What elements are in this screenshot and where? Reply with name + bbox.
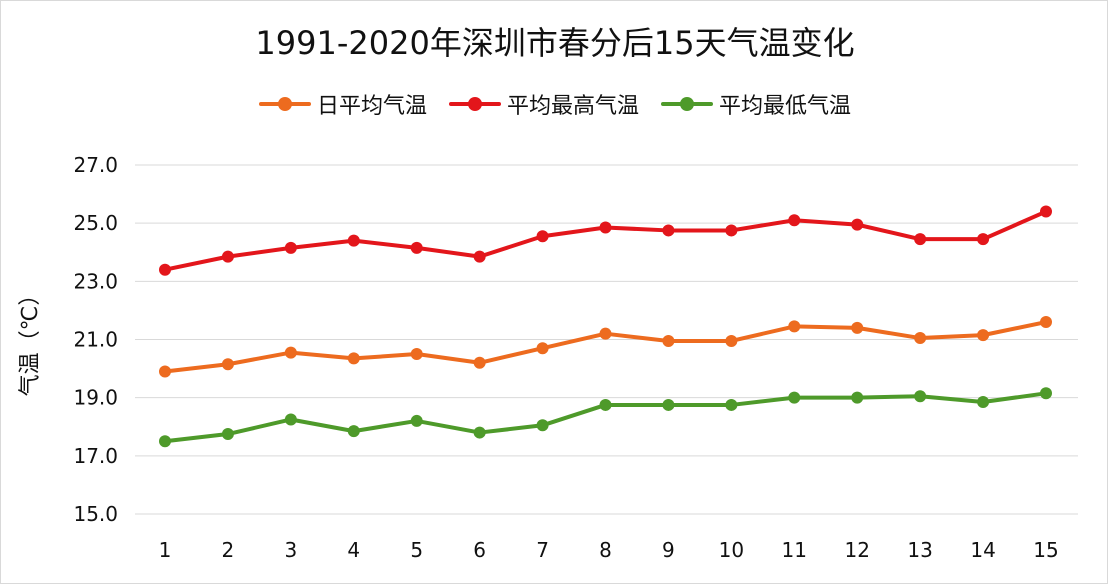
- data-point-0-6: [536, 342, 549, 355]
- y-tick-label: 19.0: [73, 386, 118, 410]
- data-point-0-5: [473, 356, 486, 369]
- x-tick-label: 6: [473, 538, 486, 562]
- data-point-2-11: [851, 391, 864, 404]
- data-point-0-0: [159, 365, 171, 378]
- y-tick-label: 25.0: [73, 211, 118, 235]
- data-point-2-10: [788, 391, 801, 404]
- data-point-1-14: [1040, 205, 1052, 218]
- x-tick-label: 13: [907, 538, 932, 562]
- data-point-0-4: [410, 348, 423, 361]
- data-point-0-3: [347, 352, 360, 365]
- x-tick-labels: 1 2 3 4 5 6 7 8 9 10 11 12 13 14 15: [159, 538, 1059, 562]
- data-point-0-11: [851, 321, 864, 334]
- data-point-0-9: [725, 334, 738, 347]
- legend-swatch-mean-min: [661, 97, 713, 111]
- y-tick-labels: 15.0 17.0 19.0 21.0 23.0 25.0 27.0: [73, 153, 118, 526]
- data-point-2-5: [473, 426, 486, 439]
- data-point-1-11: [851, 218, 864, 231]
- x-tick-label: 12: [844, 538, 869, 562]
- data-point-0-14: [1040, 316, 1052, 329]
- y-tick-label: 15.0: [73, 502, 118, 526]
- legend-item-daily-mean: 日平均气温: [258, 88, 427, 120]
- x-tick-label: 1: [159, 538, 172, 562]
- legend-item-mean-max: 平均最高气温: [448, 88, 639, 120]
- legend-swatch-daily-mean: [258, 97, 311, 111]
- x-tick-label: 5: [410, 538, 423, 562]
- y-tick-label: 27.0: [73, 153, 118, 177]
- legend-swatch-mean-max: [448, 97, 501, 111]
- x-tick-label: 9: [662, 538, 675, 562]
- data-point-1-2: [284, 241, 297, 254]
- data-point-0-2: [284, 346, 297, 359]
- chart-title: 1991-2020年深圳市春分后15天气温变化: [255, 24, 855, 62]
- data-point-1-1: [221, 250, 234, 263]
- data-point-1-13: [977, 233, 990, 246]
- data-point-0-8: [662, 334, 675, 347]
- data-point-0-1: [221, 358, 234, 371]
- data-point-0-13: [977, 329, 990, 342]
- data-point-2-4: [410, 414, 423, 427]
- y-tick-label: 23.0: [73, 269, 118, 293]
- x-tick-label: 7: [536, 538, 549, 562]
- data-point-1-8: [662, 224, 675, 237]
- data-point-1-4: [410, 241, 423, 254]
- legend: 日平均气温 平均最高气温 平均最低气温: [0, 88, 1110, 120]
- x-tick-label: 4: [347, 538, 360, 562]
- data-point-2-7: [599, 398, 612, 411]
- data-point-2-1: [221, 428, 234, 441]
- data-point-2-8: [662, 398, 675, 411]
- legend-label-daily-mean: 日平均气温: [316, 94, 427, 119]
- x-tick-label: 14: [970, 538, 995, 562]
- data-point-2-12: [914, 390, 927, 403]
- data-point-2-3: [347, 425, 360, 438]
- y-tick-label: 17.0: [73, 444, 118, 468]
- x-tick-label: 3: [284, 538, 297, 562]
- series-lines: [159, 205, 1052, 448]
- data-point-1-9: [725, 224, 738, 237]
- x-tick-label: 15: [1033, 538, 1058, 562]
- data-point-1-7: [599, 221, 612, 234]
- data-point-0-12: [914, 332, 927, 345]
- x-tick-label: 10: [719, 538, 744, 562]
- x-tick-label: 8: [599, 538, 612, 562]
- data-point-1-5: [473, 250, 486, 263]
- data-point-1-0: [159, 263, 171, 276]
- data-point-0-7: [599, 327, 612, 340]
- data-point-2-2: [284, 413, 297, 426]
- series-line-1: [163, 209, 1048, 272]
- legend-label-mean-min: 平均最低气温: [719, 94, 852, 119]
- x-tick-label: 2: [222, 538, 235, 562]
- data-point-2-13: [977, 396, 990, 409]
- data-point-2-14: [1040, 387, 1052, 400]
- legend-item-mean-min: 平均最低气温: [661, 88, 851, 120]
- data-point-1-3: [347, 234, 360, 247]
- legend-label-mean-max: 平均最高气温: [506, 94, 639, 119]
- data-point-2-0: [159, 435, 171, 448]
- data-point-2-9: [725, 398, 738, 411]
- x-tick-label: 11: [782, 538, 807, 562]
- data-point-1-6: [536, 230, 549, 243]
- data-point-2-6: [536, 419, 549, 432]
- data-point-1-12: [914, 233, 927, 246]
- data-point-0-10: [788, 320, 801, 333]
- y-tick-label: 21.0: [73, 328, 118, 352]
- data-point-1-10: [788, 214, 801, 227]
